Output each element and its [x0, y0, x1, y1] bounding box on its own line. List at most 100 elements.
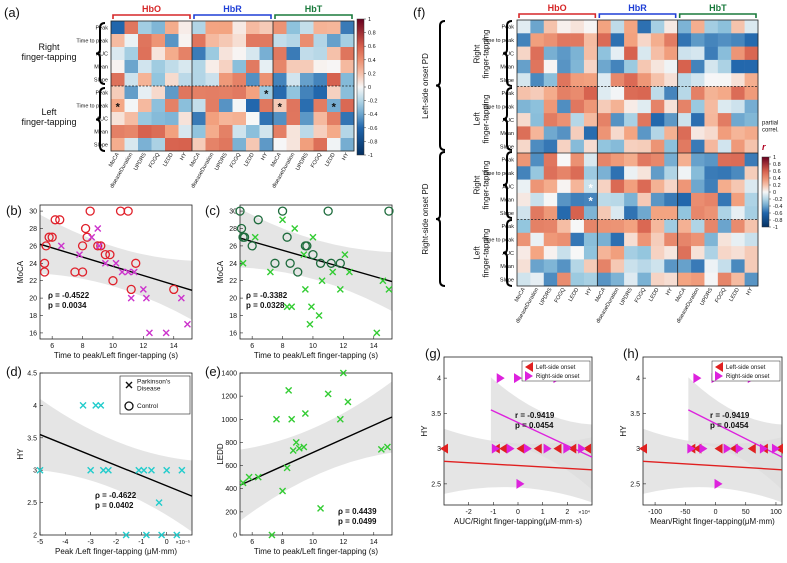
panel-letter-b: (b) — [6, 203, 22, 218]
scatter-b-point — [115, 206, 126, 216]
hf-cell — [543, 86, 558, 101]
ha-cell — [340, 112, 355, 126]
hf-cell — [583, 46, 598, 61]
ha-cell — [192, 47, 206, 61]
scatter-h-point — [714, 443, 723, 454]
scatter-h-point — [699, 443, 708, 454]
scatter-b-x-tick-label: 6 — [50, 343, 54, 350]
hf-cell — [517, 232, 531, 247]
ha-cell — [165, 21, 179, 35]
hf-cell — [664, 59, 678, 74]
scatter-h-legend-marker — [715, 371, 723, 381]
scatter-e-y-tick-label: 600 — [225, 463, 237, 470]
hf-cell — [583, 33, 598, 47]
scatter-e-point — [285, 386, 293, 394]
hf-cell — [517, 206, 531, 220]
hf-cell — [664, 153, 678, 167]
ha-cell — [192, 138, 206, 152]
hf-cell — [557, 86, 571, 101]
hf-cell — [583, 86, 598, 101]
hf-cell — [664, 246, 678, 260]
hf-cell — [691, 99, 705, 114]
scatter-g-y-tick-label: 3.5 — [431, 411, 441, 418]
hf-cell — [543, 272, 558, 287]
hf-colorbar-tick-label: 0 — [773, 190, 776, 196]
hf-cell — [731, 232, 745, 247]
scatter-d-legend-marker-x — [125, 381, 133, 389]
hf-cell — [570, 232, 585, 247]
hf-cell — [543, 33, 558, 47]
hf-cell — [691, 59, 705, 74]
scatter-d-y-tick-label: 3 — [33, 468, 37, 475]
panel-letter-f: (f) — [413, 5, 425, 20]
hf-cell — [717, 272, 732, 287]
hf-cell — [530, 246, 545, 260]
scatter-b-point — [76, 251, 84, 259]
hf-cell — [597, 259, 612, 273]
ha-cell — [151, 99, 166, 113]
scatter-d-point — [135, 466, 143, 474]
scatter-g-x-tick-label: 0 — [516, 509, 520, 516]
scatter-d-point — [97, 401, 105, 409]
scatter-d-point — [122, 531, 130, 539]
ha-cell — [124, 138, 139, 152]
scatter-c-point — [373, 329, 381, 337]
scatter-c-point — [306, 320, 314, 328]
hf-cell — [610, 192, 625, 207]
scatter-c-point — [329, 268, 337, 276]
scatter-h-x-tick-label: 100 — [770, 509, 782, 516]
hf-cell — [557, 139, 571, 154]
scatter-b-point — [39, 258, 50, 268]
scatter-b-point — [100, 249, 111, 260]
hf-cell — [543, 179, 558, 194]
scatter-h-frame — [642, 356, 783, 506]
ha-cell — [246, 21, 260, 35]
hf-block-label: Rightfinger-tapping — [473, 161, 491, 210]
hf-cell — [583, 272, 598, 287]
scatter-g-y-tick-label: 4 — [437, 376, 441, 383]
hf-row-label: Time to peak — [482, 104, 514, 110]
hf-cell — [570, 33, 585, 47]
hf-cell — [664, 20, 678, 34]
hf-cell — [691, 86, 705, 101]
hf-cell — [637, 259, 652, 273]
hf-cell — [557, 166, 571, 180]
hf-cell — [650, 20, 665, 34]
ha-cell — [124, 73, 139, 87]
ha-cell — [273, 34, 287, 48]
hf-cell — [704, 232, 719, 247]
hf-cell — [650, 99, 665, 114]
hf-cell — [664, 219, 678, 234]
ha-cell — [165, 60, 179, 74]
hf-cell — [583, 20, 598, 34]
hf-cell — [517, 259, 531, 273]
hf-cell — [597, 46, 612, 61]
hf-cell — [691, 20, 705, 34]
ha-cell — [246, 86, 260, 100]
ha-cell — [192, 125, 206, 139]
hf-cell — [583, 99, 598, 114]
hf-brace-inner1 — [502, 20, 513, 87]
hf-cell — [637, 153, 652, 167]
scatter-c-point — [251, 233, 259, 241]
scatter-b-stat-rho: ρ = -0.4522 — [48, 291, 90, 300]
ha-cell — [111, 112, 125, 126]
hf-cell — [664, 46, 678, 61]
scatter-h-x-label: Mean/Right finger-tapping(μM·mm) — [650, 517, 775, 526]
ha-cell — [286, 73, 301, 87]
hf-cell — [691, 246, 705, 260]
ha-group-label: HbT — [305, 4, 323, 14]
scatter-c-x-tick-label: 6 — [250, 343, 254, 350]
ha-cell — [340, 34, 355, 48]
scatter-b-y-tick-label: 30 — [29, 209, 37, 216]
hf-cell — [704, 33, 719, 47]
ha-cell — [178, 86, 193, 100]
hf-cell — [704, 20, 719, 34]
ha-col-label: UPDRS — [295, 152, 310, 172]
ha-cell — [178, 60, 193, 74]
scatter-e-x-tick-label: 10 — [309, 539, 317, 546]
ha-cell — [340, 47, 355, 61]
hf-cell — [543, 126, 558, 140]
scatter-d-point — [79, 401, 87, 409]
